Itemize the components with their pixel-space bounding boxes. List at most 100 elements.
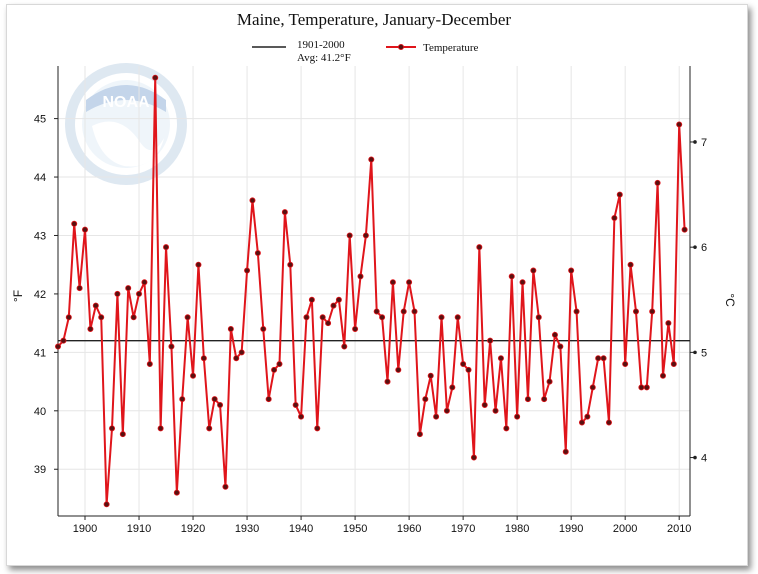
data-point [481, 401, 488, 408]
data-point [276, 361, 283, 368]
data-point [373, 308, 380, 315]
data-point [541, 396, 548, 403]
x-tick-label: 1960 [397, 523, 421, 535]
data-point [611, 214, 618, 221]
data-point [114, 290, 121, 297]
data-point [389, 279, 396, 286]
legend-temperature-label: Temperature [423, 42, 479, 54]
data-point [190, 372, 197, 379]
x-tick-label: 1940 [289, 523, 313, 535]
data-point [578, 419, 585, 426]
data-point [173, 489, 180, 496]
data-point [109, 425, 116, 432]
data-point [676, 121, 683, 128]
data-point [551, 331, 558, 338]
x-tick-label: 1980 [505, 523, 529, 535]
data-point [184, 314, 191, 321]
data-point [427, 372, 434, 379]
y-tick-label-f: 42 [34, 289, 46, 301]
data-point [627, 261, 634, 268]
x-tick-label: 2010 [667, 523, 691, 535]
data-point [649, 308, 656, 315]
data-point [125, 285, 132, 292]
y-tick-dot-right [693, 140, 697, 144]
data-point [346, 232, 353, 239]
data-point [330, 302, 337, 309]
data-point [638, 384, 645, 391]
data-point [260, 325, 267, 332]
data-point [119, 431, 126, 438]
data-point [281, 209, 288, 216]
data-point [546, 378, 553, 385]
data-point [632, 308, 639, 315]
data-point [200, 355, 207, 362]
data-point [244, 267, 251, 274]
left-y-axis-ticks: 39 40 41 42 43 44 45 [34, 114, 58, 476]
data-point [325, 320, 332, 327]
data-point [222, 483, 229, 490]
data-point [508, 273, 515, 280]
data-point [163, 244, 170, 251]
data-point [584, 413, 591, 420]
data-point [308, 296, 315, 303]
data-point [443, 407, 450, 414]
data-point [195, 261, 202, 268]
y-tick-label-f: 40 [34, 406, 46, 418]
data-point [654, 179, 661, 186]
data-point [492, 407, 499, 414]
data-point [454, 314, 461, 321]
data-point [136, 290, 143, 297]
data-point [271, 366, 278, 373]
data-point [433, 413, 440, 420]
data-point [206, 425, 213, 432]
data-point [71, 220, 78, 227]
data-point [670, 361, 677, 368]
x-tick-label: 2000 [613, 523, 637, 535]
data-point [406, 279, 413, 286]
y-tick-label-c: 5 [701, 347, 707, 359]
x-tick-label: 1990 [559, 523, 583, 535]
right-y-axis-label: °C [723, 293, 737, 307]
data-point [146, 361, 153, 368]
legend: 1901-2000 Avg: 41.2°F Temperature [252, 39, 479, 64]
data-point [573, 308, 580, 315]
data-point [557, 343, 564, 350]
data-point [589, 384, 596, 391]
data-point [130, 314, 137, 321]
grid-lines [58, 66, 690, 516]
legend-baseline-label: 1901-2000 [297, 39, 345, 51]
y-tick-label-f: 44 [34, 172, 46, 184]
data-point [568, 267, 575, 274]
data-point [530, 267, 537, 274]
data-point [487, 337, 494, 344]
data-point [497, 355, 504, 362]
legend-baseline-sublabel: Avg: 41.2°F [297, 52, 351, 64]
y-tick-dot-right [693, 245, 697, 249]
data-point [519, 279, 526, 286]
data-point [352, 325, 359, 332]
y-tick-label-f: 43 [34, 230, 46, 242]
noaa-logo-icon: NOAA [65, 63, 187, 185]
data-point [249, 197, 256, 204]
data-point [681, 226, 688, 233]
y-tick-dot-right [693, 455, 697, 460]
data-point [535, 314, 542, 321]
x-tick-label: 1920 [181, 523, 205, 535]
data-point [524, 396, 531, 403]
temperature-series-markers [55, 74, 688, 508]
y-tick-label-c: 7 [701, 137, 707, 149]
x-tick-label: 1950 [343, 523, 367, 535]
data-point [254, 250, 261, 257]
data-point [665, 320, 672, 327]
data-point [287, 261, 294, 268]
data-point [217, 401, 224, 408]
data-point [227, 325, 234, 332]
data-point [357, 273, 364, 280]
data-point [514, 413, 521, 420]
data-point [319, 314, 326, 321]
data-point [341, 343, 348, 350]
data-point [449, 384, 456, 391]
data-point [465, 366, 472, 373]
data-point [400, 308, 407, 315]
data-point [395, 366, 402, 373]
